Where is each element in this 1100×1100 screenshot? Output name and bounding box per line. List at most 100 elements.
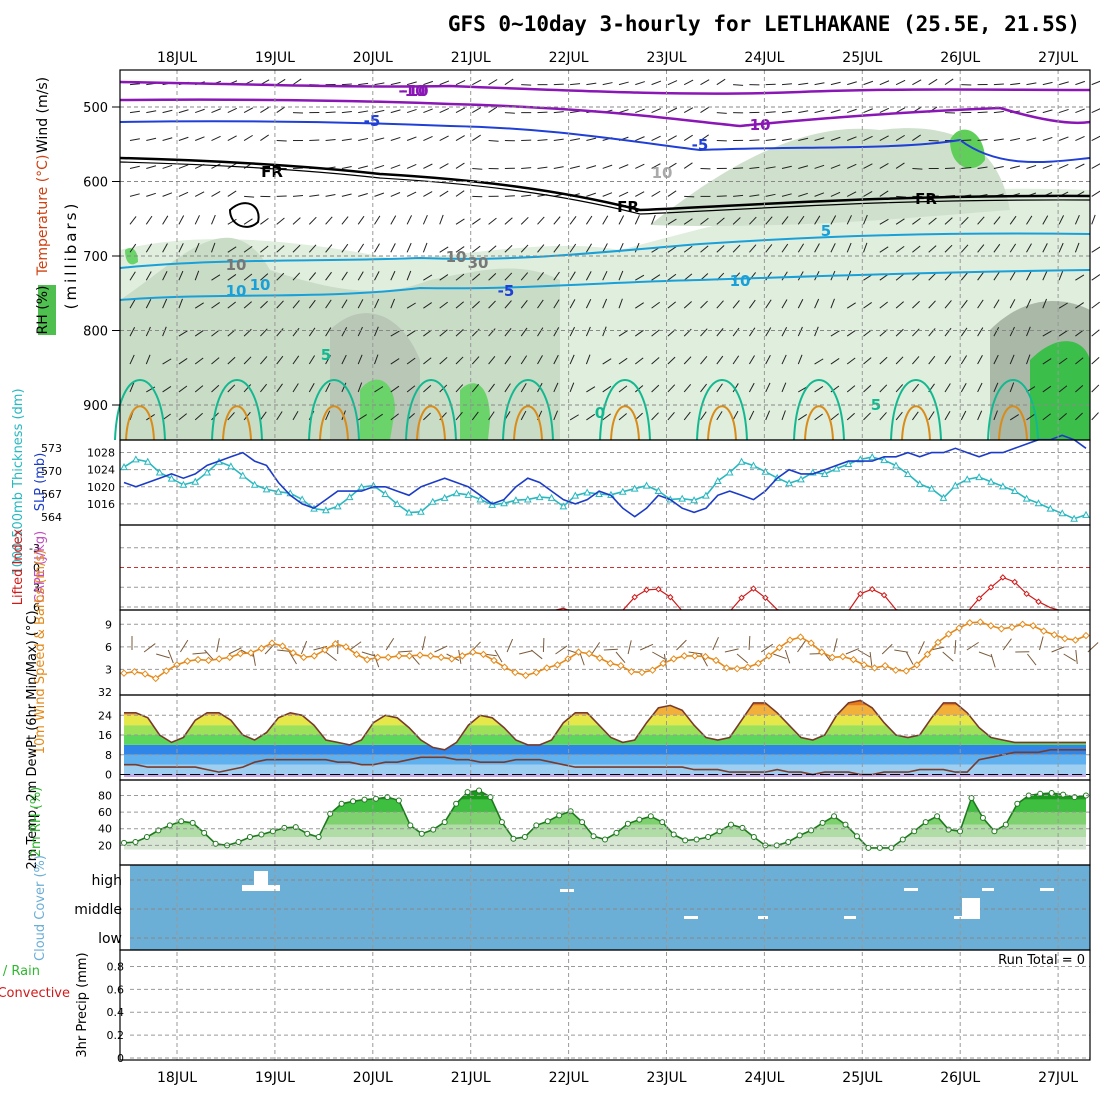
wind-barb	[390, 164, 401, 169]
wind-barb	[145, 243, 153, 253]
thickness-line-point	[476, 495, 485, 503]
thickness-line-point	[1058, 509, 1067, 517]
wind-barb	[361, 651, 376, 657]
wind-barb	[553, 216, 561, 225]
wind-barb	[928, 78, 938, 86]
wind-barb	[488, 140, 499, 142]
wind-barb	[846, 163, 857, 169]
wind-barb	[1042, 164, 1053, 169]
isotherm-20	[513, 405, 543, 441]
wind-barb	[569, 271, 576, 281]
thickness-line-point	[191, 477, 200, 485]
wind-speed-line-point	[818, 648, 826, 656]
wind-barb	[863, 329, 872, 337]
wind-barb	[993, 138, 1004, 142]
stability-tick-label: -3	[29, 542, 40, 555]
wind-barb	[881, 643, 893, 655]
wind-barb	[1026, 271, 1032, 281]
wind-barb	[439, 107, 450, 114]
wind-barb	[635, 81, 645, 86]
wind-barb	[733, 194, 744, 197]
wind-barb	[651, 274, 661, 281]
wind-barb	[773, 653, 787, 660]
wind-speed-line-point	[268, 639, 276, 647]
wind-barb	[863, 384, 872, 393]
wind-barb	[905, 651, 914, 665]
wind-barb	[129, 354, 135, 365]
rh-line-point	[785, 839, 792, 846]
wind-barb	[555, 645, 568, 655]
thickness-line-point	[393, 500, 402, 508]
wind-barb	[651, 384, 660, 393]
wind-barb	[814, 413, 823, 421]
wind-speed-line-point	[754, 659, 762, 668]
wind-barb	[784, 649, 791, 664]
wind-barb	[930, 646, 945, 651]
wind-barb	[635, 302, 644, 309]
wind-barb	[651, 214, 656, 225]
wind-barb	[683, 273, 693, 281]
rh-line-point	[876, 844, 883, 851]
wind-barb	[667, 412, 675, 421]
wind-barb	[895, 245, 905, 253]
wind-barb	[732, 410, 739, 421]
wind-barb	[1058, 412, 1067, 421]
wind-barb	[977, 244, 985, 253]
wind-barb	[977, 327, 984, 337]
thickness-line-point	[618, 487, 627, 495]
wind-speed-line-point	[997, 625, 1006, 633]
wind-barb	[423, 357, 432, 365]
rh2m-label: 2m RH (%)	[29, 787, 44, 858]
wind-speed-line-point	[152, 674, 160, 683]
rh-band	[124, 837, 1086, 850]
wind-barb	[847, 81, 857, 86]
wind-barb	[961, 139, 972, 142]
wind-barb	[667, 301, 676, 309]
wind-barb	[602, 326, 607, 337]
lifted-index-point	[750, 585, 757, 592]
wind-barb	[374, 413, 383, 421]
wind-barb	[700, 411, 707, 421]
wind-barb	[227, 246, 237, 253]
temperature-band	[124, 744, 1086, 755]
wind-barb	[732, 383, 739, 393]
wind-barb	[520, 272, 529, 281]
temperature-band	[124, 754, 1086, 765]
wind-barb	[537, 271, 544, 281]
wind-barb	[537, 166, 548, 169]
date-label-bottom: 18JUL	[157, 1070, 197, 1086]
wind-speed-line-point	[543, 664, 551, 672]
wind-barb	[178, 136, 189, 141]
wind-barb	[308, 299, 316, 309]
wind-barb	[700, 79, 710, 86]
rh-line-point	[315, 834, 322, 841]
wind-barb	[504, 327, 512, 337]
wind-barb	[993, 410, 998, 421]
thickness-line-point	[227, 462, 235, 470]
wind-barb	[954, 639, 957, 655]
wind-barb	[863, 242, 868, 253]
rh-band	[124, 824, 1086, 838]
wind-barb	[652, 651, 665, 660]
wind-barb	[390, 136, 401, 142]
rh-line-point	[899, 836, 906, 843]
wind-barb	[977, 271, 984, 281]
wind-barb	[178, 109, 189, 114]
wind-barb	[990, 653, 996, 668]
wind-barb	[488, 217, 497, 225]
wind-barb	[635, 329, 644, 337]
wind-speed-line-point	[606, 659, 614, 668]
wind-barb	[857, 649, 871, 658]
wind-barb	[765, 410, 771, 421]
wind-barb	[602, 298, 608, 309]
wind-barb	[944, 410, 951, 421]
wind-barb	[520, 299, 528, 309]
wind-speed-line-point	[553, 661, 562, 669]
wind-barb	[716, 78, 726, 86]
isotherm-20	[707, 405, 737, 441]
wind-tick-label: 6	[105, 641, 112, 654]
wind-barb	[830, 243, 836, 253]
stability-tick-label: 6	[33, 601, 40, 614]
wind-barb	[341, 382, 347, 393]
wind-barb	[1027, 653, 1037, 666]
